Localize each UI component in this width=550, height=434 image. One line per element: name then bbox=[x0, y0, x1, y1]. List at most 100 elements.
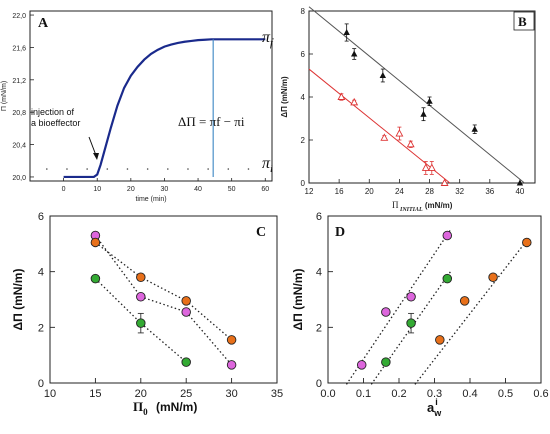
a-baseline-dot bbox=[187, 168, 189, 170]
d-y-tick-label: 2 bbox=[316, 322, 322, 334]
b-point-open bbox=[421, 163, 430, 171]
a-y-tick-label: 20,0 bbox=[12, 175, 26, 182]
d-point bbox=[406, 318, 416, 328]
c-x-tick-label: 10 bbox=[44, 388, 56, 400]
c-y-tick-label: 4 bbox=[38, 267, 44, 279]
b-x-tick-label: 32 bbox=[455, 187, 464, 196]
panel-a-plot: 20,0 20,4 20,8 21,2 21,6 22,0 0 10 20 30 40 50 60 tim… bbox=[1, 13, 274, 203]
a-baseline-dot bbox=[207, 168, 209, 170]
b-y-axis-label: ΔΠ (mN/m) bbox=[280, 76, 289, 118]
b-x-tick-label: 12 bbox=[305, 187, 314, 196]
d-fit-line bbox=[345, 229, 452, 385]
a-equation: ΔΠ = πf − πi bbox=[178, 114, 245, 129]
a-baseline-dot bbox=[46, 168, 48, 170]
d-point bbox=[442, 273, 453, 284]
a-y-tick-label: 20,4 bbox=[12, 143, 26, 150]
c-point bbox=[90, 237, 101, 248]
c-x-tick-label: 25 bbox=[180, 388, 192, 400]
c-fit-line bbox=[94, 235, 233, 366]
c-x-tick-label: 30 bbox=[225, 388, 237, 400]
b-x-tick-label: 20 bbox=[365, 187, 374, 196]
b-point-filled bbox=[426, 97, 433, 104]
c-fit-line bbox=[95, 241, 233, 341]
a-series-line bbox=[63, 38, 266, 179]
a-x-tick-label: 50 bbox=[228, 186, 236, 193]
d-point bbox=[442, 230, 453, 241]
d-point bbox=[488, 272, 498, 282]
a-y-tick-label: 20,8 bbox=[12, 110, 26, 117]
b-point-open bbox=[440, 178, 449, 186]
d-x-tick-label: 0.6 bbox=[533, 388, 548, 400]
c-x-axis-label: Π0 bbox=[133, 399, 148, 417]
b-point-open bbox=[406, 139, 415, 148]
b-point-open bbox=[380, 133, 389, 141]
d-x-tick-label: 0.0 bbox=[320, 388, 335, 400]
a-baseline-dot bbox=[247, 168, 250, 170]
b-point-filled bbox=[516, 179, 524, 186]
d-point bbox=[356, 360, 367, 370]
a-injection-label: a bioeffector bbox=[31, 118, 80, 128]
c-x-tick-label: 15 bbox=[89, 388, 101, 400]
a-baseline-dot bbox=[86, 168, 88, 170]
a-x-tick-label: 20 bbox=[127, 186, 135, 193]
c-point bbox=[181, 296, 191, 306]
d-y-tick-label: 6 bbox=[316, 211, 322, 223]
c-point bbox=[181, 307, 191, 317]
panel-d-plot: 0 2 4 6 0.0 0.1 0.2 0.3 0.4 0.5 0.6 awi ΔΠ (mN/m) bbox=[291, 211, 549, 418]
d-point bbox=[459, 296, 470, 306]
a-pi-f: πf bbox=[262, 29, 274, 49]
c-point bbox=[90, 273, 101, 284]
d-fit-line bbox=[414, 237, 530, 385]
a-baseline-dot bbox=[227, 168, 230, 170]
b-point-open bbox=[350, 97, 359, 106]
panel-d-label: D bbox=[335, 225, 345, 240]
b-y-tick-label: 2 bbox=[301, 136, 306, 145]
panel-c-plot: 0 2 4 6 10 15 20 25 30 35 Π0 (mN/m) ΔΠ (mN/m) bbox=[11, 211, 283, 417]
a-x-tick-label: 0 bbox=[62, 186, 66, 193]
a-baseline-dot bbox=[167, 168, 169, 170]
a-y-axis-label: Π (mN/m) bbox=[1, 81, 8, 111]
b-point-filled bbox=[471, 125, 478, 132]
b-point-filled bbox=[420, 110, 427, 117]
c-y-tick-label: 0 bbox=[38, 378, 44, 390]
b-fit-line bbox=[308, 6, 525, 184]
c-point bbox=[226, 335, 237, 345]
b-y-tick-label: 8 bbox=[301, 7, 306, 16]
a-x-tick-label: 10 bbox=[93, 186, 101, 193]
d-x-tick-label: 0.5 bbox=[498, 388, 513, 400]
b-point-filled bbox=[351, 50, 358, 57]
b-point-filled bbox=[343, 29, 350, 35]
c-x-tick-label: 35 bbox=[271, 388, 283, 400]
panel-b-label-box bbox=[513, 11, 535, 31]
d-point bbox=[381, 357, 391, 367]
b-x-tick-label: 16 bbox=[335, 187, 344, 196]
d-x-tick-label: 0.1 bbox=[356, 388, 371, 400]
panel-d: D 0 2 4 6 0.0 0.1 0.2 0.3 0.4 0.5 0.6 awi ΔΠ (mN/m) bbox=[291, 211, 549, 418]
d-point bbox=[522, 237, 532, 248]
c-y-tick-label: 2 bbox=[38, 322, 44, 334]
d-y-tick-label: 0 bbox=[316, 378, 322, 390]
c-point bbox=[136, 318, 146, 328]
b-x-tick-label: 40 bbox=[515, 187, 524, 196]
a-baseline-dot bbox=[66, 168, 68, 170]
a-y-tick-label: 21,2 bbox=[12, 78, 26, 85]
a-baseline-dot bbox=[146, 168, 149, 170]
b-point-open bbox=[337, 92, 346, 100]
a-x-tick-label: 60 bbox=[261, 186, 269, 193]
panel-a-frame bbox=[29, 10, 273, 182]
b-point-filled bbox=[379, 72, 387, 78]
c-point bbox=[136, 291, 146, 302]
b-fit-line bbox=[308, 68, 451, 184]
a-baseline-dot bbox=[126, 168, 129, 170]
b-point-open bbox=[395, 129, 404, 137]
d-x-tick-label: 0.4 bbox=[462, 388, 477, 400]
a-x-tick-label: 30 bbox=[161, 186, 169, 193]
panel-c-frame bbox=[49, 215, 278, 384]
c-point bbox=[136, 272, 146, 282]
c-point bbox=[181, 357, 191, 367]
a-y-tick-label: 22,0 bbox=[12, 13, 26, 20]
a-y-tick-label: 21,6 bbox=[12, 45, 26, 52]
